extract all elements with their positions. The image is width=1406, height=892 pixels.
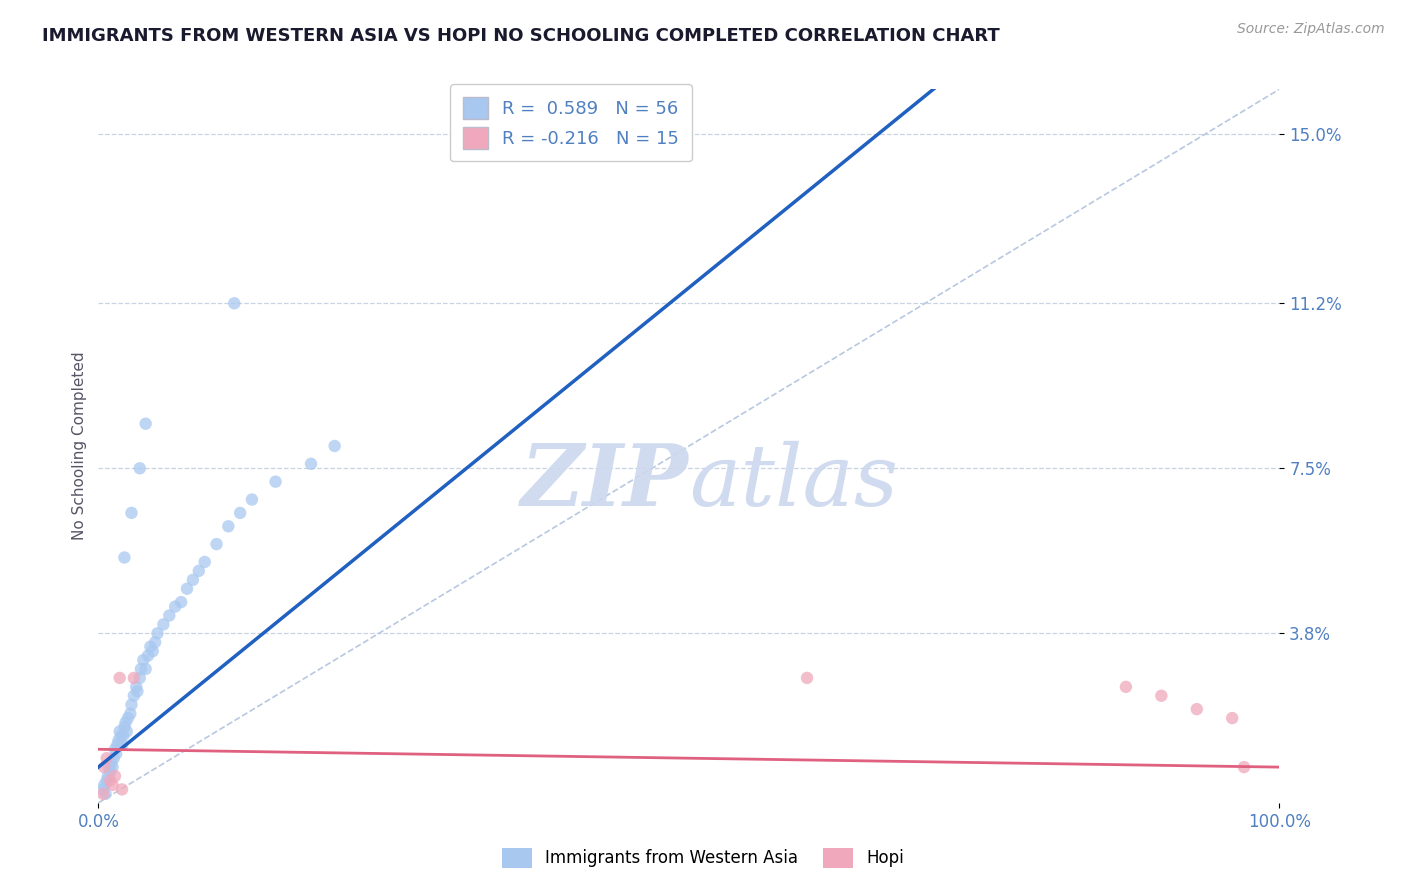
Point (264, 475, 287, 489)
Point (143, 635, 166, 649)
Point (127, 684, 149, 698)
Legend: R =  0.589   N = 56, R = -0.216   N = 15: R = 0.589 N = 56, R = -0.216 N = 15 (450, 84, 692, 161)
Point (98, 760, 121, 774)
Point (98, 764, 121, 779)
Point (108, 671, 131, 685)
Text: atlas: atlas (689, 441, 898, 523)
Point (121, 506, 143, 520)
Point (94, 787, 117, 801)
Point (240, 492, 263, 507)
Point (103, 751, 125, 765)
Point (323, 439, 346, 453)
Point (229, 506, 252, 520)
Point (205, 537, 228, 551)
Point (112, 550, 135, 565)
Text: Source: ZipAtlas.com: Source: ZipAtlas.com (1237, 22, 1385, 37)
Point (120, 706, 142, 721)
Point (1233, 760, 1256, 774)
Point (157, 608, 180, 623)
Point (112, 720, 135, 734)
Point (125, 680, 148, 694)
Point (96, 751, 118, 765)
Point (796, 671, 818, 685)
Point (101, 778, 124, 792)
Point (152, 617, 174, 632)
Point (129, 662, 152, 676)
Legend: Immigrants from Western Asia, Hopi: Immigrants from Western Asia, Hopi (495, 841, 911, 875)
Point (93, 778, 115, 792)
Point (1150, 689, 1173, 703)
Point (217, 519, 239, 533)
Point (128, 671, 150, 685)
Point (176, 582, 198, 596)
Point (135, 662, 157, 676)
Point (111, 782, 134, 797)
Point (111, 738, 134, 752)
Point (117, 711, 139, 725)
Point (108, 724, 131, 739)
Point (1115, 680, 1137, 694)
Point (104, 742, 127, 756)
Point (122, 689, 145, 703)
Point (224, 296, 246, 310)
Point (97, 769, 120, 783)
Point (142, 644, 165, 658)
Point (98, 773, 121, 788)
Point (181, 573, 204, 587)
Point (136, 648, 159, 663)
Point (105, 747, 128, 761)
Point (121, 698, 143, 712)
Point (112, 729, 135, 743)
Y-axis label: No Schooling Completed: No Schooling Completed (72, 351, 87, 541)
Point (135, 417, 157, 431)
Point (104, 769, 127, 783)
Point (110, 729, 132, 743)
Point (165, 599, 187, 614)
Point (128, 461, 150, 475)
Point (91, 782, 114, 797)
Point (100, 756, 122, 770)
Point (132, 653, 155, 667)
Point (146, 626, 169, 640)
Point (115, 724, 138, 739)
Text: ZIP: ZIP (522, 440, 689, 524)
Point (93, 760, 115, 774)
Text: IMMIGRANTS FROM WESTERN ASIA VS HOPI NO SCHOOLING COMPLETED CORRELATION CHART: IMMIGRANTS FROM WESTERN ASIA VS HOPI NO … (42, 27, 1000, 45)
Point (1185, 702, 1208, 716)
Point (101, 760, 124, 774)
Point (139, 640, 162, 654)
Point (170, 595, 193, 609)
Point (91, 787, 114, 801)
Point (194, 555, 217, 569)
Point (1220, 711, 1243, 725)
Point (107, 733, 129, 747)
Point (96, 773, 118, 788)
Point (122, 671, 145, 685)
Point (114, 715, 136, 730)
Point (105, 738, 128, 752)
Point (299, 457, 322, 471)
Point (187, 564, 209, 578)
